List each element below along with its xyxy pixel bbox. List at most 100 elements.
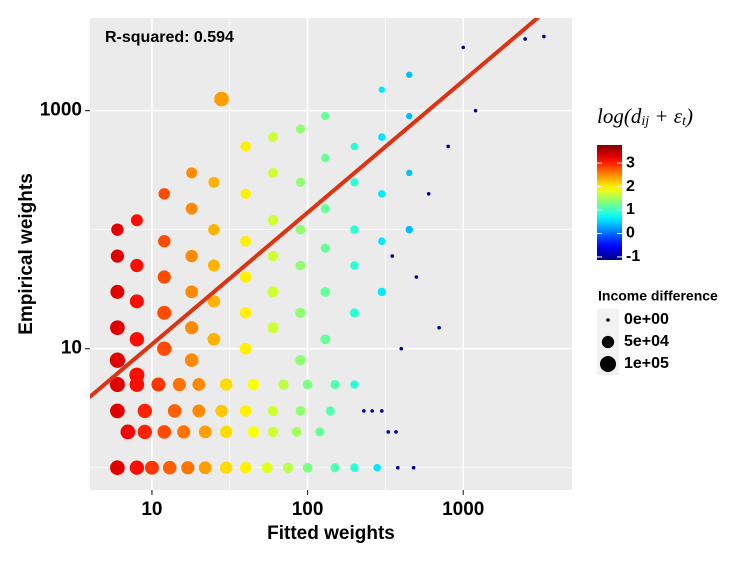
point xyxy=(110,460,125,476)
size-key xyxy=(601,335,615,349)
point xyxy=(130,214,143,227)
point xyxy=(378,237,386,245)
point xyxy=(185,202,198,215)
point xyxy=(267,250,279,262)
point xyxy=(129,294,144,309)
point xyxy=(240,141,251,152)
point xyxy=(184,353,199,368)
point xyxy=(373,463,381,472)
point xyxy=(185,321,199,335)
point xyxy=(282,462,294,473)
point xyxy=(267,322,279,334)
point xyxy=(144,460,159,475)
point xyxy=(239,462,252,474)
point xyxy=(198,425,212,439)
point xyxy=(295,177,306,187)
point xyxy=(268,132,278,142)
point xyxy=(295,406,306,416)
colorbar-label: 2 xyxy=(626,178,635,195)
point xyxy=(542,34,546,39)
size-label: 1e+05 xyxy=(624,355,669,372)
point xyxy=(362,409,366,413)
point xyxy=(295,355,306,366)
x-tick-label: 10 xyxy=(141,499,162,520)
point xyxy=(320,287,331,297)
point xyxy=(130,258,144,273)
point xyxy=(330,379,340,390)
point xyxy=(349,308,359,318)
point xyxy=(370,409,374,413)
point xyxy=(406,169,413,177)
point xyxy=(158,235,171,248)
annotation: R-squared: 0.594 xyxy=(105,29,234,46)
size-key xyxy=(606,318,610,322)
point xyxy=(378,133,386,141)
point xyxy=(185,285,199,299)
size-label: 5e+04 xyxy=(624,333,669,350)
point xyxy=(302,379,313,390)
point xyxy=(320,334,331,345)
point xyxy=(267,286,279,298)
y-tick-label: 10 xyxy=(61,338,82,359)
point xyxy=(208,223,220,236)
x-tick-label: 100 xyxy=(292,499,324,520)
point xyxy=(192,378,206,391)
point xyxy=(110,284,125,299)
plot-panel xyxy=(90,18,572,490)
size-label: 0e+00 xyxy=(624,311,669,328)
point xyxy=(267,215,279,226)
point xyxy=(405,225,413,234)
point xyxy=(157,425,172,439)
point xyxy=(207,332,221,346)
point xyxy=(406,71,413,78)
point xyxy=(291,426,302,437)
point xyxy=(239,342,252,355)
y-tick-label: 1000 xyxy=(40,100,82,121)
point xyxy=(378,190,386,198)
point xyxy=(523,37,527,41)
colorbar-label: 1 xyxy=(626,201,635,218)
point xyxy=(185,249,198,263)
point xyxy=(380,409,384,413)
point xyxy=(320,243,330,253)
point xyxy=(377,287,387,297)
point xyxy=(267,405,279,417)
point xyxy=(167,404,182,418)
title-part: t xyxy=(682,114,687,129)
title-part: ) xyxy=(685,104,693,128)
point xyxy=(247,378,260,391)
point xyxy=(157,270,171,284)
point xyxy=(109,377,125,393)
point xyxy=(172,377,186,392)
point xyxy=(110,320,125,336)
title-part: ij xyxy=(641,114,649,129)
point xyxy=(208,176,220,188)
point xyxy=(350,142,359,151)
point xyxy=(220,425,233,439)
point xyxy=(137,424,152,440)
colorbar-label: -1 xyxy=(626,248,640,265)
point xyxy=(315,427,325,437)
point xyxy=(267,426,279,438)
point xyxy=(411,465,416,470)
point xyxy=(321,153,330,163)
point xyxy=(330,463,340,473)
point xyxy=(437,325,441,330)
point xyxy=(302,462,313,473)
axes: 10 100 1000 10 1000 xyxy=(40,100,485,520)
point xyxy=(151,377,166,392)
point xyxy=(220,378,233,391)
point xyxy=(157,305,172,320)
y-axis-title: Empirical weights xyxy=(16,173,37,335)
point xyxy=(220,461,233,474)
point xyxy=(261,462,273,474)
colorbar-label: 0 xyxy=(626,225,635,242)
point xyxy=(186,167,198,179)
point xyxy=(239,405,252,417)
point xyxy=(207,259,220,272)
point xyxy=(399,346,404,351)
point xyxy=(247,426,260,438)
x-axis-title: Fitted weights xyxy=(267,523,395,544)
fit-layer xyxy=(90,18,540,399)
